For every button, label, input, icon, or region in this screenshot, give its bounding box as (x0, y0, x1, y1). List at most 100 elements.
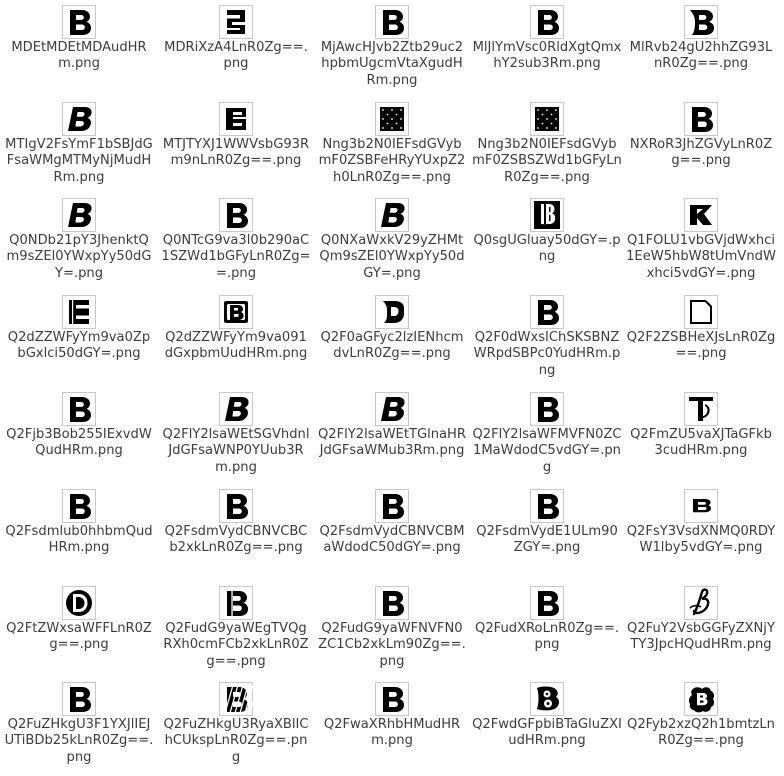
file-item[interactable]: Q2F0aGFyc2lzIENhcmdvLnR0Zg==.png (317, 293, 467, 363)
file-name-label: Q2FtZWxsaWFFLnR0Zg==.png (6, 621, 152, 653)
file-item[interactable]: Q1FOLU1vbGVjdWxhci1EeW5hbW8tUmVndWxhci5v… (626, 196, 776, 282)
file-name-label: Q2FwdGFpbiBTaGluZXIudHRm.png (472, 717, 622, 749)
file-item[interactable]: Q0NDb21pY3JhenktQm9sZEl0YWxpYy50dGY=.png (4, 196, 154, 282)
block-b-icon (375, 5, 409, 39)
outlined-b-icon (219, 295, 253, 329)
file-name-label: Q2FlY2lsaWEtSGVhdnlJdGFsaWNP0YUub3Rm.png (162, 427, 310, 475)
file-item[interactable]: Q2Fsdmlub0hhbmQudHRm.png (4, 487, 154, 557)
file-item[interactable]: MTIgV2FsYmF1bSBJdGFsaWMgMTMyNjMudHRm.png (4, 100, 154, 186)
file-item[interactable]: MjAwcHJvb2Ztb29uc2hpbmUgcmVtaXgudHRm.png (317, 3, 467, 89)
bold-e-icon (219, 102, 253, 136)
file-item[interactable]: Q2FuZHkgU3RyaXBlIChCUkspLnR0Zg==.png (161, 680, 311, 766)
file-item[interactable]: Q2FtZWxsaWFFLnR0Zg==.png (4, 584, 154, 654)
block-b-icon (219, 198, 253, 232)
file-name-label: Q0NXaWxkV29yZHMtQm9sZEl0YWxpYy50dGY=.png (319, 233, 465, 281)
file-item[interactable]: Q2FwdGFpbiBTaGluZXIudHRm.png (472, 680, 622, 750)
dotted-square-icon (530, 102, 564, 136)
file-name-label: MjAwcHJvb2Ztb29uc2hpbmUgcmVtaXgudHRm.png (320, 40, 464, 88)
file-name-label: Q2FuY2VsbGGFyZXNjYTY3JpcHQudHRm.png (627, 621, 775, 653)
file-item[interactable]: Q2FsdmVydCBNVCBCb2xkLnR0Zg==.png (161, 487, 311, 557)
file-item[interactable]: Q2Fyb2xzQ2h1bmtzLnR0Zg==.png (626, 680, 776, 750)
file-item[interactable]: Q0sgUGluay50dGY=.png (472, 196, 622, 266)
file-name-label: Q2dZZWFyYm9va091dGxpbmUudHRm.png (164, 330, 308, 362)
file-item[interactable]: MlRvb24gU2hhZG93LnR0Zg==.png (626, 3, 776, 73)
file-item[interactable]: Q0NXaWxkV29yZHMtQm9sZEl0YWxpYy50dGY=.png (317, 196, 467, 282)
file-item[interactable]: Q2FudXRoLnR0Zg==.png (472, 584, 622, 654)
block-b-icon (375, 489, 409, 523)
file-name-label: NXRoR3JhZGVyLnR0Zg==.png (629, 137, 773, 169)
file-item[interactable]: Q2FmZU5vaXJTaGFkb3cudHRm.png (626, 390, 776, 460)
file-name-label: Q0sgUGluay50dGY=.png (473, 233, 621, 265)
file-name-label: MTJTYXJ1WWVsbG93Rm9nLnR0Zg==.png (162, 137, 310, 169)
file-item[interactable]: Q2dZZWFyYm9va091dGxpbmUudHRm.png (161, 293, 311, 363)
file-item[interactable]: Q2FwaXRhbHMudHRm.png (317, 680, 467, 750)
file-name-label: Q2FsdmVydE1ULm90ZGY=.png (476, 524, 618, 556)
splat-b-icon (684, 682, 718, 716)
cartoon-b-icon (530, 682, 564, 716)
file-name-label: Q2FsdmVydCBNVCBMaWdodC50dGY=.png (319, 524, 465, 556)
file-item[interactable]: MDRiXzA4LnR0Zg==.png (161, 3, 311, 73)
file-name-label: Q2Fyb2xzQ2h1bmtzLnR0Zg==.png (627, 717, 775, 749)
file-name-label: Q2dZZWFyYm9va0ZpbGxlci50dGY=.png (7, 330, 151, 362)
file-name-label: MlRvb24gU2hhZG93LnR0Zg==.png (629, 40, 773, 72)
file-name-label: MTIgV2FsYmF1bSBJdGFsaWMgMTMyNjMudHRm.png (5, 137, 153, 185)
stencil-b-icon (219, 586, 253, 620)
circle-d-icon (62, 586, 96, 620)
file-item[interactable]: MDEtMDEtMDAudHRm.png (4, 3, 154, 73)
file-item[interactable]: Q2FlY2lsaWFMVFN0ZC1MaWdodC5vdGY=.png (472, 390, 622, 476)
block-b-icon (375, 586, 409, 620)
striped-e-icon (219, 5, 253, 39)
flat-b-icon (684, 489, 718, 523)
file-item[interactable]: Nng3b2N0IEFsdGVybmF0ZSBSZWd1bGFyLnR0Zg==… (472, 100, 622, 186)
file-item[interactable]: Q2FsY3VsdXNMQ0RDYW1lby5vdGY=.png (626, 487, 776, 557)
file-item[interactable]: Q2Fjb3Bob255IExvdWQudHRm.png (4, 390, 154, 460)
file-item[interactable]: MlJlYmVsc0RldXgtQmxhY2sub3Rm.png (472, 3, 622, 73)
block-b-icon (375, 682, 409, 716)
file-name-label: Q0NTcG9va3l0b290aC1SZWd1bGFyLnR0Zg==.png (161, 233, 311, 281)
file-name-label: Q2Fsdmlub0hhbmQudHRm.png (5, 524, 153, 556)
file-name-label: Q2F2ZSBHeXJsLnR0Zg==.png (626, 330, 776, 362)
file-name-label: Q2Fjb3Bob255IExvdWQudHRm.png (6, 427, 152, 459)
block-b-icon (62, 489, 96, 523)
file-item[interactable]: Q2F0dWxsIChSKSBNZWRpdSBPc0YudHRm.png (472, 293, 622, 379)
block-b-icon (530, 5, 564, 39)
file-name-label: Q2FuZHkgU3F1YXJlIEJUTiBDb25kLnR0Zg==.png (4, 717, 154, 765)
file-name-label: MDEtMDEtMDAudHRm.png (11, 40, 147, 72)
file-item[interactable]: Q2FlY2lsaWEtTGlnaHRJdGFsaWMub3Rm.png (317, 390, 467, 460)
block-e-icon (62, 295, 96, 329)
file-item[interactable]: Nng3b2N0IEFsdGVybmF0ZSBFeHRyYUxpZ2h0LnR0… (317, 100, 467, 186)
file-item[interactable]: Q2dZZWFyYm9va0ZpbGxlci50dGY=.png (4, 293, 154, 363)
file-name-label: Q2FmZU5vaXJTaGFkb3cudHRm.png (630, 427, 772, 459)
block-b-icon (62, 682, 96, 716)
blank-page-icon (684, 295, 718, 329)
italic-b-icon (375, 198, 409, 232)
file-item[interactable]: Q2F2ZSBHeXJsLnR0Zg==.png (626, 293, 776, 363)
rounded-b-icon (375, 295, 409, 329)
block-b-icon (62, 5, 96, 39)
ornate-t-icon (684, 392, 718, 426)
file-item[interactable]: MTJTYXJ1WWVsbG93Rm9nLnR0Zg==.png (161, 100, 311, 170)
file-item[interactable]: Q2FudG9yaWFNVFN0ZC1Cb2xkLm90Zg==.png (317, 584, 467, 670)
block-b-icon (530, 586, 564, 620)
file-item[interactable]: Q2FuY2VsbGGFyZXNjYTY3JpcHQudHRm.png (626, 584, 776, 654)
file-item[interactable]: Q2FsdmVydCBNVCBMaWdodC50dGY=.png (317, 487, 467, 557)
file-item[interactable]: Q0NTcG9va3l0b290aC1SZWd1bGFyLnR0Zg==.png (161, 196, 311, 282)
italic-b-icon (375, 392, 409, 426)
script-b-icon (684, 586, 718, 620)
file-name-label: Q1FOLU1vbGVjdWxhci1EeW5hbW8tUmVndWxhci5v… (626, 233, 776, 281)
file-name-label: Q2FudXRoLnR0Zg==.png (475, 621, 619, 653)
italic-b-icon (62, 102, 96, 136)
file-name-label: Nng3b2N0IEFsdGVybmF0ZSBSZWd1bGFyLnR0Zg==… (472, 137, 622, 185)
block-b-icon (62, 392, 96, 426)
file-item[interactable]: Q2FlY2lsaWEtSGVhdnlJdGFsaWNP0YUub3Rm.png (161, 390, 311, 476)
italic-b-icon (219, 392, 253, 426)
file-item[interactable]: NXRoR3JhZGVyLnR0Zg==.png (626, 100, 776, 170)
file-name-label: Q2FudG9yaWEgTVQgRXh0cmFCb2xkLnR0Zg==.png (163, 621, 309, 669)
file-item[interactable]: Q2FuZHkgU3F1YXJlIEJUTiBDb25kLnR0Zg==.png (4, 680, 154, 766)
file-item[interactable]: Q2FudG9yaWEgTVQgRXh0cmFCb2xkLnR0Zg==.png (161, 584, 311, 670)
file-item[interactable]: Q2FsdmVydE1ULm90ZGY=.png (472, 487, 622, 557)
angular-r-icon (684, 198, 718, 232)
file-name-label: Q2FlY2lsaWEtTGlnaHRJdGFsaWMub3Rm.png (317, 427, 467, 459)
file-name-label: Q2FwaXRhbHMudHRm.png (323, 717, 461, 749)
